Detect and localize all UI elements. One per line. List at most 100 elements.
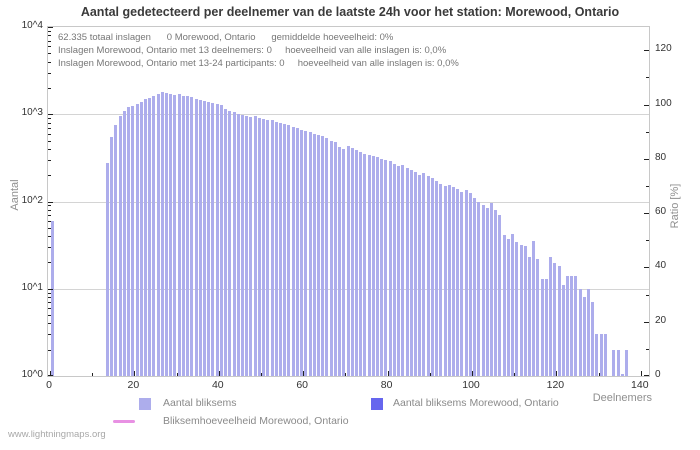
bar [498,215,502,376]
bar [464,190,468,376]
right-axis-major-tick [644,375,649,376]
x-axis-tick-label: 100 [462,379,480,391]
left-axis-minor-tick [48,40,51,42]
x-axis-tick-label: 60 [296,379,309,391]
bar [329,140,333,376]
bar [570,276,574,376]
bar [165,92,169,376]
bar [363,153,367,376]
left-axis-minor-tick [48,87,51,89]
bar [160,91,164,376]
bar [287,125,291,376]
left-axis-minor-tick [48,247,51,249]
x-axis-minor-tick [514,373,516,376]
bar [278,122,282,376]
bar [110,136,114,376]
bar [574,276,578,376]
bar [156,94,160,376]
legend-swatch-aantal-bliksems [139,398,151,410]
bar [532,241,536,376]
bar [241,115,244,376]
right-axis-major-tick [644,267,649,269]
left-axis-minor-tick [48,215,51,216]
bar [384,159,388,376]
x-axis-minor-tick [429,373,431,376]
left-axis-major-tick [48,288,53,290]
bar [266,120,270,376]
legend-line-hoeveelheid [113,420,135,423]
bar [591,302,595,376]
x-axis-major-tick [556,371,558,376]
annotation-line-2: Inslagen Morewood, Ontario met 13 deelne… [58,45,447,56]
bar [616,349,620,376]
bar [595,334,599,376]
footer-link[interactable]: www.lightningmaps.org [8,429,106,440]
bar [257,118,261,376]
bar [245,116,249,376]
right-axis-tick-label: 100 [655,97,672,109]
bar [350,148,354,376]
x-axis-minor-tick [176,373,178,376]
bar [540,278,544,376]
bar [135,103,139,376]
bar [439,183,443,376]
left-axis-minor-tick [48,262,51,264]
bar [506,239,510,376]
bar [127,107,131,376]
left-axis-minor-tick [48,122,51,124]
right-axis-minor-tick [646,77,649,79]
bar [380,158,384,376]
right-axis-tick-label: 0 [655,369,661,380]
plot-area: 62.335 totaal inslagen 0 Morewood, Ontar… [47,26,650,377]
left-axis-minor-tick [48,148,51,150]
left-axis-minor-tick [48,72,51,74]
bar [489,203,493,376]
right-axis-major-tick [644,50,649,52]
bar [308,132,312,376]
left-axis-minor-tick [48,35,51,37]
bar [333,142,337,376]
x-axis-major-tick [387,371,389,376]
left-axis-minor-tick [48,118,51,120]
left-axis-major-tick [48,27,53,28]
left-axis-minor-tick [48,46,51,48]
right-axis-major-tick [644,104,649,106]
bar [443,186,447,376]
bar [190,97,194,376]
x-axis-tick-label: 20 [127,379,140,391]
bar [51,220,55,376]
bar [342,148,346,376]
x-axis-major-tick [472,371,473,376]
bar [114,125,118,376]
legend-label-station-bliksems: Aantal bliksems Morewood, Ontario [393,397,559,409]
left-axis-minor-tick [48,205,51,207]
bar [603,334,607,376]
bar [283,123,287,376]
left-axis-tick-label: 10^3 [21,107,43,119]
bar [270,119,274,376]
legend-label-hoeveelheid: Bliksemhoeveelheid Morewood, Ontario [163,415,349,427]
bar [527,257,531,376]
left-axis-minor-tick [48,297,51,299]
right-axis-major-tick [644,158,649,160]
left-axis-minor-tick [48,30,51,32]
x-axis-major-tick [218,371,220,376]
right-axis-minor-tick [646,294,649,296]
legend-label-aantal-bliksems: Aantal bliksems [163,397,237,409]
right-axis-minor-tick [646,186,649,188]
right-axis-major-tick [644,213,649,215]
x-axis-tick-label: 0 [46,379,52,391]
x-axis-major-tick [134,371,136,376]
bar [371,156,375,376]
x-axis-tick-label: 40 [211,379,224,391]
left-axis-tick-label: 10^1 [21,281,43,293]
x-axis-minor-tick [261,373,262,376]
bar [143,99,147,376]
bar [249,117,253,376]
annotation-block: 62.335 totaal inslagen 0 Morewood, Ontar… [58,31,459,70]
bar [346,146,350,376]
bar [312,133,316,376]
legend-swatch-station-bliksems [371,398,383,410]
bar [300,130,304,376]
